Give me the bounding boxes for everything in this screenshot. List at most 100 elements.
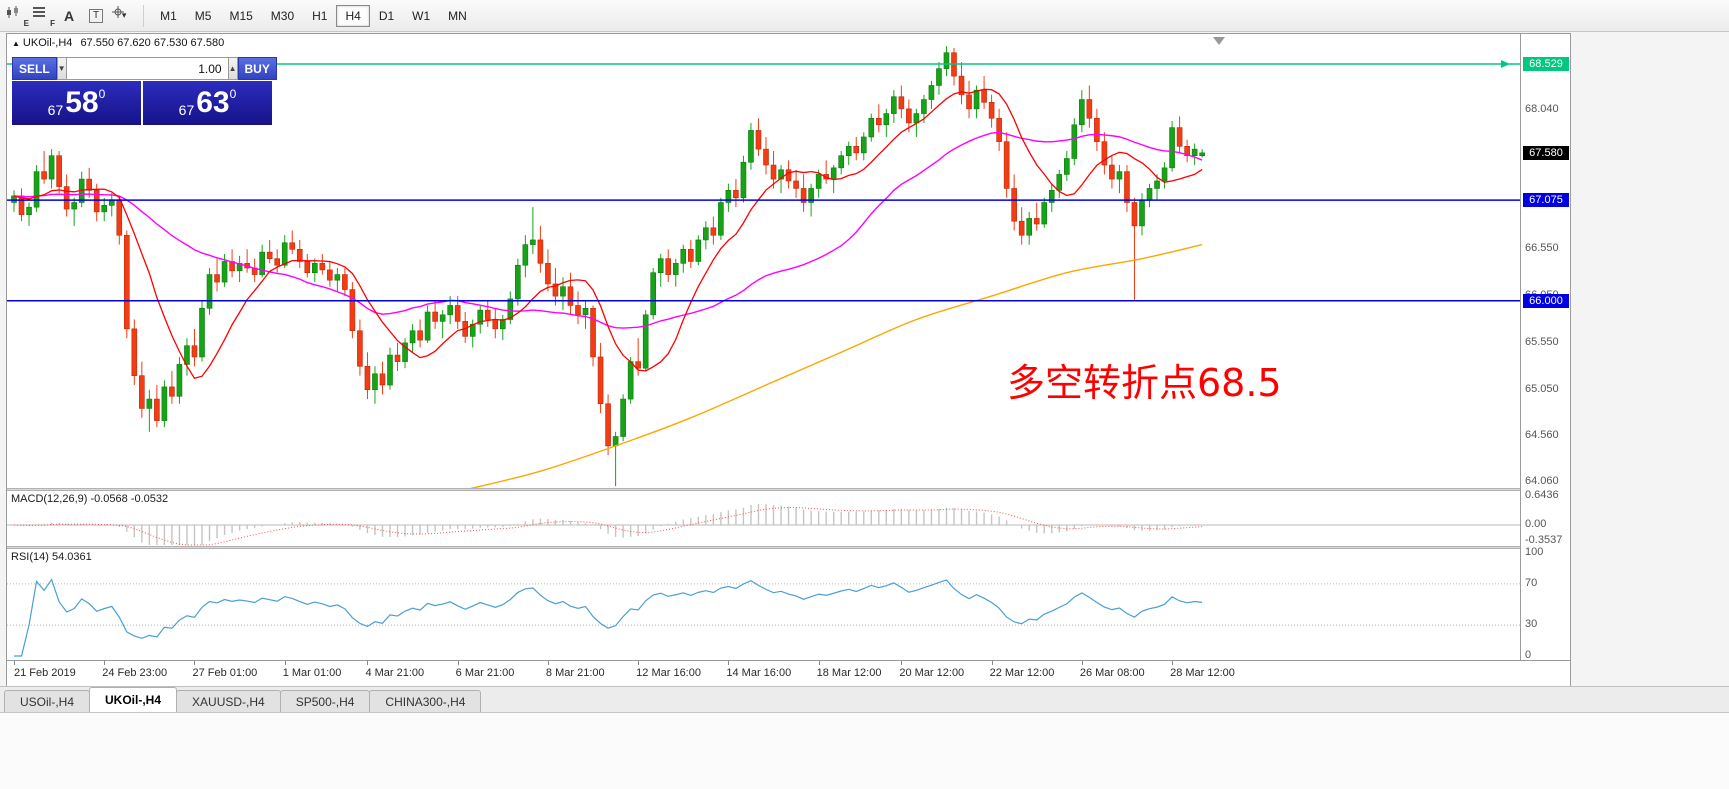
price-marker: 67.075 <box>1523 193 1569 208</box>
chart-title: ▲ UKOil-,H4 67.550 67.620 67.530 67.580 <box>12 37 224 49</box>
chart-tab-usoilh4[interactable]: USOil-,H4 <box>4 690 91 712</box>
candles-glyph <box>7 5 18 18</box>
bid-pips: 58 <box>65 86 99 119</box>
chart-tab-sp500h4[interactable]: SP500-,H4 <box>279 690 371 712</box>
main-chart-area: ▲ UKOil-,H4 67.550 67.620 67.530 67.580 SE… <box>7 34 1520 488</box>
candles-layer <box>11 46 1205 487</box>
crosshair-tool-dropdown[interactable]: ▾ <box>110 4 136 28</box>
time-tick <box>901 661 903 665</box>
crosshair-glyph <box>112 5 125 18</box>
bid-whole: 67 <box>47 102 64 118</box>
timeframe-m1[interactable]: M1 <box>151 5 186 27</box>
collapse-panel-icon[interactable]: ▲ <box>12 39 20 48</box>
chart-window: ▲ UKOil-,H4 67.550 67.620 67.530 67.580 SE… <box>6 33 1571 687</box>
price-axis-label: 66.550 <box>1525 242 1559 255</box>
time-tick <box>457 661 459 665</box>
price-scale[interactable]: 68.04066.55066.05065.55065.05064.56064.0… <box>1520 34 1570 661</box>
price-display-row: 67 58 0 67 63 0 <box>12 81 272 125</box>
time-tick <box>991 661 993 665</box>
trade-controls-row: SELL ▼ ▲ BUY <box>12 57 277 80</box>
bid-price-display[interactable]: 67 58 0 <box>12 81 141 125</box>
price-axis-label: 65.050 <box>1525 382 1559 395</box>
volume-input[interactable] <box>66 57 228 80</box>
timeframe-w1[interactable]: W1 <box>403 5 439 27</box>
timeframe-m15[interactable]: M15 <box>220 5 261 27</box>
ma-fast-line <box>13 88 1203 380</box>
time-axis-label: 27 Feb 01:00 <box>192 667 258 679</box>
price-marker: 67.580 <box>1523 145 1569 160</box>
rsi-line <box>14 578 1203 657</box>
time-tick <box>104 661 106 665</box>
price-axis-label: 68.040 <box>1525 102 1559 115</box>
time-tick <box>1172 661 1174 665</box>
macd-histogram <box>20 504 1203 545</box>
ask-whole: 67 <box>178 102 195 118</box>
price-axis-label: 65.550 <box>1525 335 1559 348</box>
macd-canvas[interactable] <box>7 491 1520 546</box>
ask-price-display[interactable]: 67 63 0 <box>143 81 272 125</box>
time-axis-label: 28 Mar 12:00 <box>1170 667 1235 679</box>
chart-tab-ukoilh4[interactable]: UKOil-,H4 <box>89 687 178 712</box>
rsi-axis-label: 0 <box>1525 649 1532 661</box>
time-axis-label: 4 Mar 21:00 <box>365 667 425 679</box>
time-axis-label: 1 Mar 01:00 <box>282 667 342 679</box>
candlestick-chart-icon[interactable]: E <box>4 4 30 28</box>
price-axis-label: 64.060 <box>1525 475 1559 488</box>
chart-tab-china300h4[interactable]: CHINA300-,H4 <box>369 690 482 712</box>
rsi-axis-label: 100 <box>1525 546 1544 558</box>
time-scale[interactable]: 21 Feb 2019 24 Feb 23:00 27 Feb 01:00 1 Mar… <box>7 660 1570 686</box>
ask-frac: 0 <box>229 87 237 101</box>
rsi-canvas[interactable] <box>7 549 1520 660</box>
price-axis-label: 64.560 <box>1525 428 1559 441</box>
indicator-list-icon[interactable]: F <box>30 4 56 28</box>
volume-increase-button[interactable]: ▲ <box>227 57 238 80</box>
macd-header: MACD(12,26,9) -0.0568 -0.0532 <box>11 493 169 505</box>
macd-signal-line <box>13 506 1203 546</box>
rsi-header: RSI(14) 54.0361 <box>11 551 92 563</box>
ask-pips: 63 <box>196 86 230 119</box>
panel-splitter[interactable] <box>7 488 1520 491</box>
timeframe-m30[interactable]: M30 <box>262 5 303 27</box>
hline-end-arrow <box>1501 60 1510 69</box>
timeframe-h4[interactable]: H4 <box>336 4 370 27</box>
bid-frac: 0 <box>98 87 106 101</box>
time-axis-label: 18 Mar 12:00 <box>816 667 882 679</box>
lines-glyph <box>33 6 45 17</box>
panel-splitter[interactable] <box>7 546 1520 549</box>
time-tick <box>284 661 286 665</box>
buy-button[interactable]: BUY <box>237 57 277 80</box>
symbol-period-label: UKOil-,H4 <box>22 37 73 49</box>
chart-shift-marker <box>1213 37 1225 45</box>
macd-axis-label: -0.3537 <box>1525 534 1563 546</box>
time-axis-label: 8 Mar 21:00 <box>545 667 605 679</box>
time-tick <box>818 661 820 665</box>
icon-badge: E <box>23 18 29 28</box>
timeframe-h1[interactable]: H1 <box>303 5 336 27</box>
chart-tab-xauusdh4[interactable]: XAUUSD-,H4 <box>176 690 281 712</box>
volume-decrease-button[interactable]: ▼ <box>56 57 67 80</box>
time-axis-label: 22 Mar 12:00 <box>989 667 1055 679</box>
time-axis-label: 20 Mar 12:00 <box>899 667 965 679</box>
timeframe-m5[interactable]: M5 <box>186 5 221 27</box>
rsi-axis-label: 70 <box>1525 576 1538 589</box>
timeframe-d1[interactable]: D1 <box>370 5 403 27</box>
main-chart-canvas[interactable] <box>7 34 1520 488</box>
text-annotation-icon[interactable]: A <box>56 4 82 28</box>
macd-axis-label: 0.6436 <box>1525 489 1559 501</box>
timeframe-mn[interactable]: MN <box>439 5 476 27</box>
time-axis-label: 21 Feb 2019 <box>14 667 76 679</box>
time-axis-label: 14 Mar 16:00 <box>726 667 792 679</box>
price-marker: 66.000 <box>1523 293 1569 308</box>
icon-badge: F <box>50 18 55 28</box>
time-axis-label: 12 Mar 16:00 <box>636 667 701 679</box>
timeframe-group: M1 M5 M15 M30 H1 H4 D1 W1 MN <box>151 4 476 27</box>
time-axis-label: 26 Mar 08:00 <box>1079 667 1145 679</box>
annotation-text[interactable]: 多空转折点68.5 <box>1007 361 1282 405</box>
rsi-panel: RSI(14) 54.0361 <box>7 549 1520 660</box>
sell-button[interactable]: SELL <box>12 57 57 80</box>
time-tick <box>547 661 549 665</box>
time-tick <box>638 661 640 665</box>
text-label-icon[interactable]: T <box>82 4 110 28</box>
macd-axis-label: 0.00 <box>1525 518 1547 531</box>
price-marker: 68.529 <box>1523 57 1569 72</box>
